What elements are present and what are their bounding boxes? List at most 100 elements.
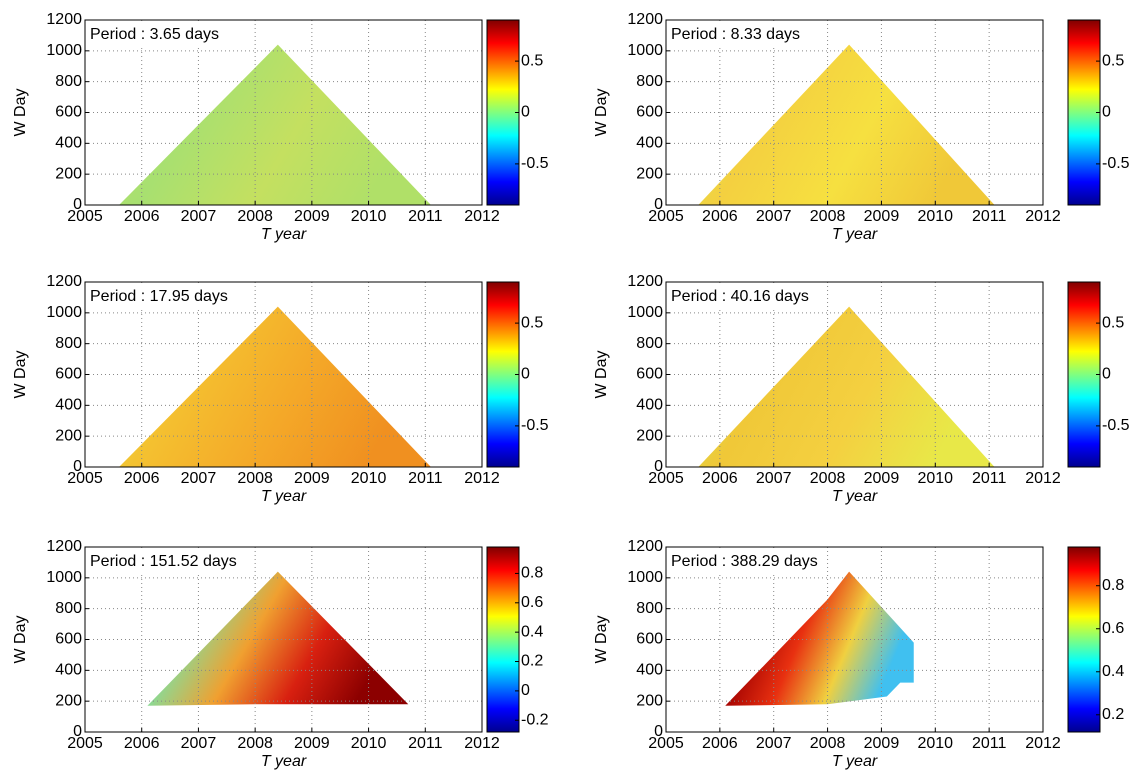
annotation-bg [668,285,818,307]
x-tick-label: 2009 [864,735,900,752]
panel: 2005 2006 2007 2008 2009 2010 2011 2012 0 200 400 6… [12,273,548,505]
colorbar-tick-label: 0.2 [1102,706,1124,723]
y-tick-label: 800 [636,335,663,352]
y-tick-label: 1200 [46,11,82,28]
colorbar-tick-label: 0.5 [1102,314,1124,331]
y-tick-label: 800 [55,600,82,617]
colorbar-tick-label: 0.8 [1102,577,1124,594]
x-axis-label: T year [832,488,878,505]
heatmap-region [698,44,995,205]
y-tick-label: 1200 [627,538,663,555]
heatmap-region [147,571,409,706]
x-tick-label: 2012 [464,208,500,225]
x-tick-label: 2009 [294,735,330,752]
colorbar-tick-label: -0.5 [521,155,549,172]
x-tick-label: 2011 [972,470,1007,487]
heatmap-region [119,44,431,205]
x-tick-label: 2009 [294,208,330,225]
colorbar [486,19,520,206]
y-tick-label: 0 [73,458,82,475]
colorbar-tick-label: 0.5 [521,52,543,69]
x-tick-label: 2011 [408,208,443,225]
annotation-bg [668,550,818,572]
x-tick-label: 2007 [181,208,217,225]
x-tick-label: 2007 [181,735,217,752]
plot-frame [665,19,1044,206]
y-tick-label: 0 [654,196,663,213]
y-tick-label: 600 [55,631,82,648]
colorbar [1067,19,1101,206]
colorbar-tick-label: 0 [1102,366,1111,383]
heatmap-region [698,306,995,467]
colorbar-tick-label: -0.5 [521,417,549,434]
x-tick-label: 2010 [351,208,387,225]
x-tick-label: 2009 [294,470,330,487]
annotation: Period : 17.95 days [90,288,228,305]
x-tick-label: 2006 [702,735,738,752]
y-tick-label: 0 [654,458,663,475]
colorbar-tick-label: 0 [521,366,530,383]
panel: 2005 2006 2007 2008 2009 2010 2011 2012 0 200 400 6… [593,273,1129,505]
x-tick-label: 2005 [648,208,684,225]
x-tick-label: 2005 [648,735,684,752]
x-tick-label: 2011 [408,470,443,487]
x-tick-label: 2006 [702,208,738,225]
x-tick-label: 2008 [237,470,273,487]
colorbar-tick-label: -0.5 [1102,417,1130,434]
x-tick-label: 2008 [810,470,846,487]
y-tick-label: 1000 [46,569,82,586]
y-axis-label: W Day [593,89,610,137]
x-tick-label: 2010 [917,208,953,225]
y-axis-label: W Day [12,89,29,137]
x-axis-label: T year [832,753,878,770]
annotation-bg [87,23,237,45]
colorbar-tick-label: 0.5 [521,314,543,331]
y-tick-label: 400 [55,135,82,152]
y-tick-label: 800 [55,73,82,90]
x-tick-label: 2012 [1025,735,1061,752]
colorbar-tick-label: 0 [521,104,530,121]
x-tick-label: 2011 [972,208,1007,225]
y-tick-label: 1000 [627,569,663,586]
y-tick-label: 1200 [627,273,663,290]
plot-frame [665,281,1044,468]
x-tick-label: 2010 [351,470,387,487]
y-axis-label: W Day [593,616,610,664]
x-tick-label: 2011 [408,735,443,752]
y-tick-label: 800 [55,335,82,352]
x-axis-label: T year [261,488,307,505]
y-tick-label: 400 [55,662,82,679]
x-tick-label: 2008 [237,208,273,225]
colorbar [486,546,520,733]
plot-frame [84,281,483,468]
x-tick-label: 2008 [237,735,273,752]
panel: 2005 2006 2007 2008 2009 2010 2011 2012 0 200 400 6… [12,538,548,770]
y-tick-label: 200 [636,427,663,444]
y-tick-label: 200 [636,165,663,182]
x-tick-label: 2010 [917,470,953,487]
y-tick-label: 600 [55,104,82,121]
x-tick-label: 2007 [756,208,792,225]
x-tick-label: 2008 [810,208,846,225]
y-tick-label: 600 [636,631,663,648]
y-tick-label: 0 [73,723,82,740]
x-tick-label: 2010 [351,735,387,752]
y-tick-label: 400 [636,662,663,679]
colorbar-tick-label: 0.6 [1102,620,1124,637]
y-tick-label: 400 [636,135,663,152]
colorbar-tick-label: 0.5 [1102,52,1124,69]
y-tick-label: 1000 [627,304,663,321]
annotation: Period : 388.29 days [671,553,818,570]
x-tick-label: 2006 [124,208,160,225]
x-tick-label: 2005 [67,208,103,225]
x-tick-label: 2012 [1025,470,1061,487]
x-tick-label: 2007 [756,470,792,487]
x-tick-label: 2010 [917,735,953,752]
y-tick-label: 1000 [46,42,82,59]
annotation-bg [87,550,237,572]
y-tick-label: 1200 [46,538,82,555]
y-tick-label: 200 [55,165,82,182]
colorbar-tick-label: 0.2 [521,653,543,670]
colorbar-tick-label: 0 [1102,104,1111,121]
x-tick-label: 2007 [181,470,217,487]
